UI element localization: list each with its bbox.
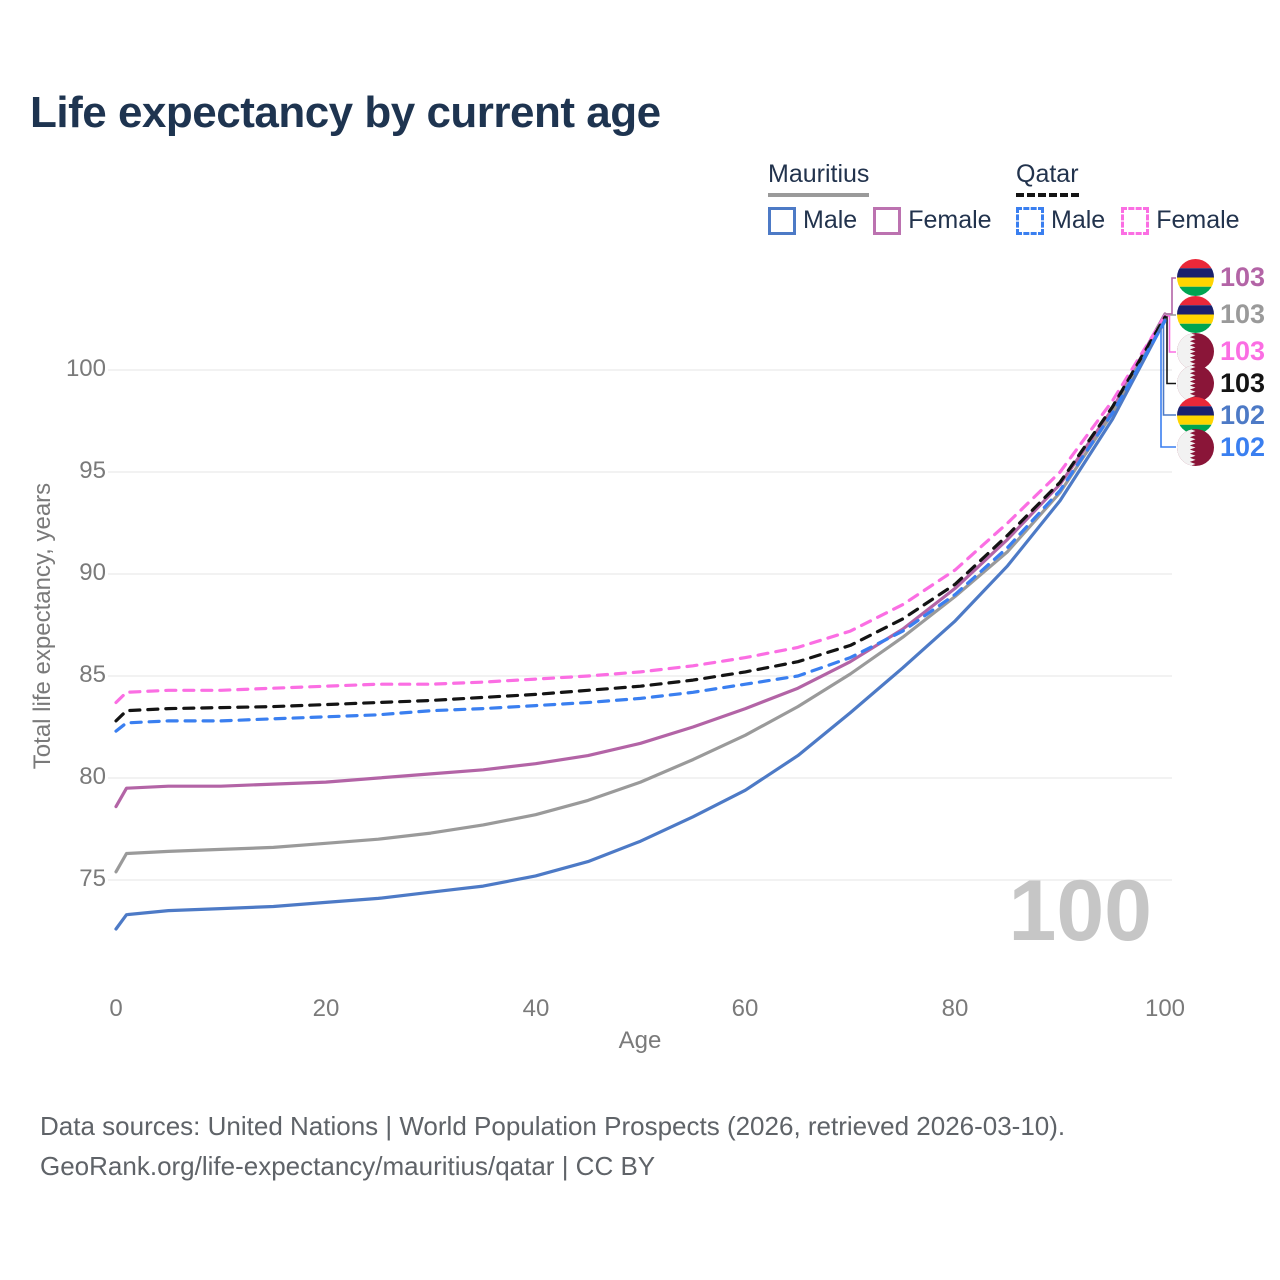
data-source-line: Data sources: United Nations | World Pop…	[40, 1111, 1066, 1141]
x-axis-title: Age	[618, 1027, 662, 1054]
end-value: 102	[1220, 432, 1266, 462]
age-watermark: 100	[1008, 863, 1153, 959]
legend-item-mauritius-male[interactable]: Male	[768, 206, 857, 235]
mauritius-female-swatch-icon	[873, 206, 902, 235]
legend-item-qatar-female[interactable]: Female	[1121, 206, 1240, 235]
y-axis-tick-label: 100	[65, 355, 106, 382]
line-qatar-female[interactable]	[114, 314, 1167, 705]
line-mauritius-male[interactable]	[114, 318, 1167, 931]
line-qatar-total[interactable]	[114, 315, 1167, 723]
y-axis-tick-label: 95	[79, 457, 106, 484]
footer: Data sources: United Nations | World Pop…	[40, 1106, 1065, 1186]
y-axis-tick-label: 75	[79, 865, 106, 892]
end-value: 103	[1220, 262, 1266, 292]
line-qatar-male[interactable]	[114, 319, 1167, 733]
line-mauritius-total[interactable]	[114, 313, 1167, 874]
qatar-flag-icon	[1177, 365, 1214, 402]
x-axis-tick-label: 60	[731, 995, 759, 1022]
y-axis-title: Total life expectancy, years	[29, 482, 56, 770]
legend-country-mauritius: Mauritius	[768, 160, 870, 197]
gridlines	[108, 369, 1172, 881]
attribution-line: GeoRank.org/life-expectancy/mauritius/qa…	[40, 1151, 656, 1181]
qatar-female-swatch-icon	[1121, 206, 1150, 235]
x-axis-tick-label: 40	[522, 995, 550, 1022]
end-label-mauritius-female: 103	[1177, 259, 1265, 296]
end-label-mauritius-total: 103	[1177, 296, 1265, 333]
legend-item-label: Female	[1156, 206, 1240, 234]
y-axis-tick-label: 80	[79, 763, 106, 790]
end-value: 102	[1220, 400, 1266, 430]
end-label-qatar-female: 103	[1177, 333, 1265, 370]
end-label-qatar-male: 102	[1177, 429, 1265, 466]
y-axis-tick-label: 85	[79, 661, 106, 688]
end-value: 103	[1220, 299, 1266, 329]
legend-group-mauritius: Mauritius Male Female	[768, 160, 992, 235]
mauritius-male-swatch-icon	[768, 206, 796, 235]
end-value: 103	[1220, 336, 1266, 366]
end-value: 103	[1220, 368, 1266, 398]
legend-item-qatar-male[interactable]: Male	[1016, 206, 1105, 235]
x-axis-tick-label: 80	[941, 995, 969, 1022]
mauritius-flag-icon	[1177, 259, 1214, 296]
legend-item-label: Female	[908, 206, 992, 234]
qatar-flag-icon	[1177, 333, 1214, 370]
chart-title: Life expectancy by current age	[30, 88, 661, 137]
x-axis-tick-label: 0	[109, 995, 123, 1022]
y-axis-tick-label: 90	[79, 559, 106, 586]
legend-item-mauritius-female[interactable]: Female	[873, 206, 992, 235]
legend-group-qatar: Qatar Male Female	[1016, 160, 1240, 235]
end-label-qatar-total: 103	[1177, 365, 1265, 402]
mauritius-flag-icon	[1177, 296, 1214, 333]
leader-lines	[1160, 277, 1177, 448]
qatar-male-swatch-icon	[1016, 206, 1044, 235]
legend-item-label: Male	[1051, 206, 1106, 234]
line-mauritius-female[interactable]	[114, 312, 1167, 809]
legend-item-label: Male	[803, 206, 858, 234]
legend-country-qatar: Qatar	[1016, 160, 1079, 197]
qatar-flag-icon	[1177, 429, 1214, 466]
x-axis-tick-label: 100	[1144, 995, 1186, 1022]
x-axis-tick-label: 20	[312, 995, 340, 1022]
